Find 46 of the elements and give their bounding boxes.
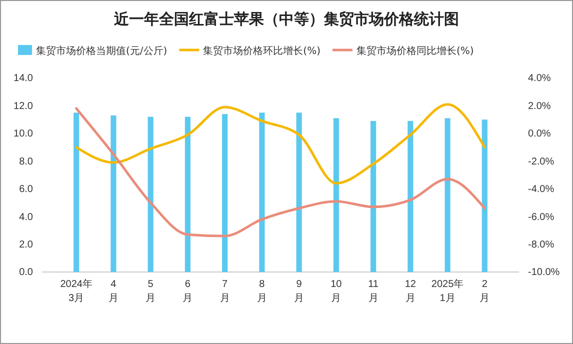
bar <box>444 118 450 272</box>
y-tick-label: 2.0 <box>19 239 34 250</box>
y2-tick-label: -6.0% <box>528 212 554 223</box>
bar <box>74 112 80 272</box>
y-tick-label: 6.0 <box>19 184 34 196</box>
y2-tick-label: 0.0% <box>528 128 551 140</box>
y2-tick-label: -8.0% <box>528 239 554 250</box>
bar <box>370 120 376 272</box>
bar <box>148 116 154 272</box>
x-tick-label: 12 月 <box>404 279 416 304</box>
y2-tick-label: -4.0% <box>528 184 554 196</box>
line-series <box>75 103 486 185</box>
x-tick-label: 6 月 <box>182 279 193 304</box>
y2-tick-label: -10.0% <box>528 267 560 278</box>
y-tick-label: 0.0 <box>19 267 34 278</box>
bar <box>184 116 190 272</box>
bar <box>296 112 302 272</box>
bar <box>333 118 339 272</box>
y-tick-label: 8.0 <box>19 156 34 168</box>
bar <box>408 120 414 272</box>
bar <box>482 120 488 272</box>
x-tick-label: 5 月 <box>146 279 156 304</box>
y-tick-label: 10.0 <box>14 128 34 140</box>
x-tick-label: 2025年 1月 <box>431 278 464 304</box>
x-tick-label: 11 月 <box>368 279 379 304</box>
x-tick-label: 8 月 <box>256 279 267 304</box>
bar <box>259 112 265 272</box>
legend-label: 集贸市场价格当期值(元/公斤) <box>36 45 168 57</box>
x-tick-label: 7 月 <box>220 279 230 304</box>
legend-label: 集贸市场价格环比增长(%) <box>203 45 321 57</box>
x-tick-label: 2024年 3月 <box>60 278 92 304</box>
x-tick-label: 2 月 <box>480 279 490 304</box>
y-tick-label: 4.0 <box>19 212 34 223</box>
y2-tick-label: 2.0% <box>528 100 551 112</box>
bar <box>110 115 116 272</box>
y2-tick-label: 4.0% <box>528 73 551 84</box>
line-series <box>75 107 486 238</box>
x-tick-label: 4 月 <box>108 279 118 304</box>
y-tick-label: 12.0 <box>14 100 34 112</box>
bar <box>222 114 228 272</box>
y-tick-label: 14.0 <box>14 73 34 84</box>
legend-label: 集贸市场价格同比增长(%) <box>356 45 474 57</box>
x-tick-label: 10 月 <box>330 279 342 304</box>
y2-tick-label: -2.0% <box>528 156 554 168</box>
x-tick-label: 9 月 <box>294 279 304 304</box>
chart-title: 近一年全国红富士苹果（中等）集贸市场价格统计图 <box>113 10 459 28</box>
